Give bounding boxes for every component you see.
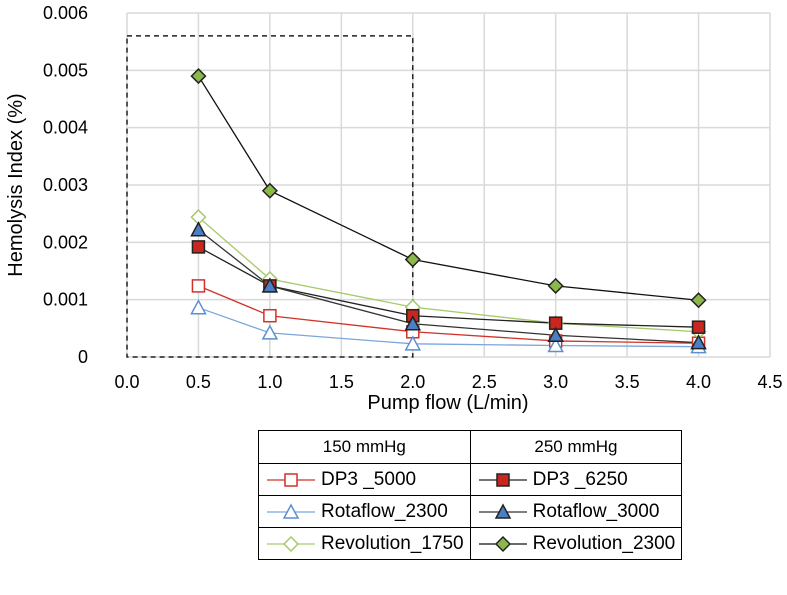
- diamond-marker: [547, 277, 564, 294]
- x-tick-label: 4.5: [757, 372, 782, 392]
- triangle-marker: [282, 502, 300, 519]
- legend: 150 mmHg 250 mmHg DP3 _5000 DP3 _6250 Rotaf…: [258, 430, 683, 560]
- legend-swatch: [478, 535, 527, 552]
- diamond-marker: [190, 68, 207, 85]
- x-tick-label: 3.5: [615, 372, 640, 392]
- legend-label: Revolution_2300: [532, 532, 676, 554]
- x-axis-title: Pump flow (L/min): [367, 392, 528, 414]
- y-tick-label: 0: [78, 347, 88, 367]
- highlight-box: [126, 35, 414, 358]
- x-tick-label: 3.0: [543, 372, 568, 392]
- legend-swatch: [478, 472, 527, 487]
- square-marker: [495, 472, 510, 487]
- x-tick-label: 0.0: [114, 372, 139, 392]
- legend-swatch: [267, 472, 315, 487]
- diamond-marker: [261, 182, 278, 199]
- x-tick-label: 2.0: [400, 372, 425, 392]
- y-tick-label: 0.006: [43, 3, 88, 23]
- legend-entry: DP3 _5000: [258, 463, 471, 496]
- triangle-marker: [190, 299, 207, 315]
- triangle-marker: [494, 502, 511, 519]
- legend-label: Revolution_1750: [321, 532, 464, 554]
- y-axis-title: Hemolysis Index (%): [5, 93, 27, 276]
- legend-label: DP3 _6250: [532, 468, 628, 490]
- plot-area: 0.0 0.5 1.0 1.5 2.0 2.5 3.0 3.5 4.0 4.5 0 0.001 0.00…: [5, 3, 783, 414]
- y-tick-label: 0.004: [43, 118, 88, 138]
- square-marker: [691, 320, 706, 334]
- x-tick-label: 4.0: [686, 372, 711, 392]
- diamond-marker: [690, 292, 707, 309]
- x-tick-label: 0.5: [186, 372, 211, 392]
- y-tick-label: 0.005: [43, 60, 88, 80]
- diamond-marker: [404, 251, 421, 268]
- diamond-marker: [282, 535, 300, 552]
- triangle-marker: [547, 336, 564, 353]
- triangle-marker: [261, 277, 279, 293]
- triangle-marker: [690, 334, 707, 350]
- x-tick-label: 1.0: [257, 372, 282, 392]
- square-marker: [263, 308, 277, 323]
- triangle-marker: [190, 221, 207, 237]
- triangle-marker: [404, 315, 422, 331]
- diamond-marker: [494, 535, 511, 552]
- x-tick-label: 2.5: [472, 372, 497, 392]
- legend-swatch: [478, 502, 527, 519]
- triangle-marker: [261, 324, 279, 340]
- x-tick-label: 1.5: [329, 372, 354, 392]
- legend-group-150: 150 mmHg: [258, 430, 471, 464]
- square-marker: [284, 472, 298, 487]
- legend-entry: Revolution_1750: [258, 527, 471, 560]
- legend-swatch: [267, 502, 315, 519]
- legend-swatch: [267, 535, 315, 552]
- triangle-marker: [547, 326, 564, 342]
- legend-label: Rotaflow_3000: [532, 500, 660, 522]
- legend-label: DP3 _5000: [321, 468, 417, 490]
- legend-entry: Revolution_2300: [469, 527, 683, 560]
- legend-entry: Rotaflow_3000: [469, 495, 683, 528]
- y-tick-label: 0.003: [43, 175, 88, 195]
- y-tick-label: 0.002: [43, 232, 88, 252]
- legend-label: Rotaflow_2300: [321, 500, 448, 522]
- legend-entry: Rotaflow_2300: [258, 495, 471, 528]
- triangle-marker: [404, 335, 422, 351]
- square-marker: [191, 279, 206, 293]
- legend-group-250: 250 mmHg: [469, 430, 683, 464]
- square-marker: [191, 240, 206, 254]
- y-tick-label: 0.001: [43, 290, 88, 310]
- legend-entry: DP3 _6250: [469, 463, 683, 496]
